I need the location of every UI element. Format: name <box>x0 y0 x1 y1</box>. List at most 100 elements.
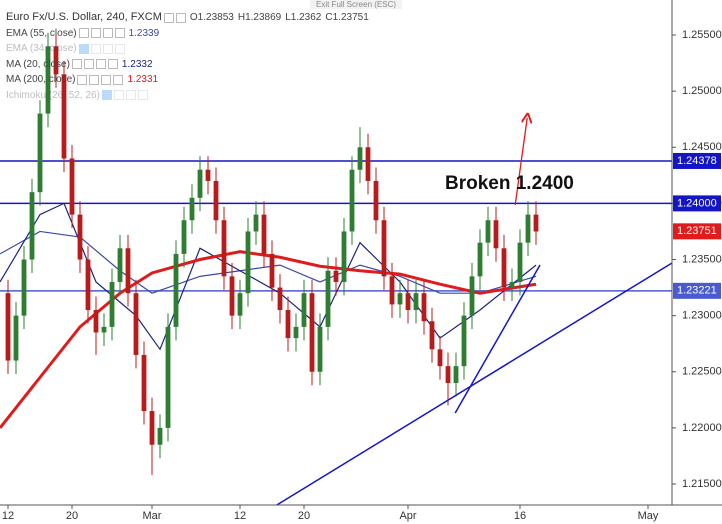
candle-body <box>149 411 155 445</box>
candle-body <box>517 242 523 282</box>
candle-body <box>213 180 219 221</box>
indicator-name: MA (200, close) <box>6 74 76 85</box>
icon[interactable] <box>114 43 125 54</box>
candle-body <box>501 248 507 288</box>
candle-body <box>533 214 539 232</box>
candle-body <box>277 287 283 311</box>
candle-body <box>269 253 275 288</box>
indicator-line <box>0 202 537 351</box>
icon[interactable] <box>163 12 174 23</box>
x-tick-label: 20 <box>298 510 310 522</box>
y-tick-label: 1.21500 <box>682 478 722 490</box>
x-tick-label: 20 <box>66 510 78 522</box>
icon[interactable] <box>78 28 89 39</box>
icon[interactable] <box>107 59 118 70</box>
price-tag <box>673 223 721 240</box>
indicator-value: 1.2339 <box>128 27 160 39</box>
candle-body <box>13 315 19 361</box>
candle-body <box>365 147 371 181</box>
icon[interactable] <box>90 43 101 54</box>
icon[interactable] <box>101 74 112 85</box>
ohlc-value: 1.23869 <box>245 12 282 23</box>
candle-body <box>197 169 203 198</box>
candle-body <box>477 242 483 277</box>
candle-body <box>445 366 451 383</box>
exit-fullscreen[interactable]: Exit Full Screen (ESC) <box>310 0 403 9</box>
ohlc-label: H <box>237 12 246 23</box>
indicator-row: MA (200, close) 1.2331 <box>6 72 373 88</box>
candle-body <box>21 259 27 316</box>
y-tick-label: 1.22500 <box>682 366 722 378</box>
icon[interactable] <box>71 59 82 70</box>
icon[interactable] <box>95 59 106 70</box>
candle-body <box>421 293 427 322</box>
icon[interactable] <box>78 43 89 54</box>
y-tick-label: 1.23500 <box>682 253 722 265</box>
icon[interactable] <box>137 90 148 101</box>
x-tick-label: May <box>638 510 659 522</box>
ohlc-label: L <box>285 12 291 23</box>
ohlc-value: 1.23751 <box>332 12 369 23</box>
candle-body <box>133 293 139 355</box>
indicator-row: EMA (34, close) <box>6 41 373 57</box>
icon[interactable] <box>114 28 125 39</box>
ohlc-label: C <box>325 12 333 23</box>
icon[interactable] <box>175 12 186 23</box>
candle-body <box>493 220 499 249</box>
candle-body <box>373 180 379 221</box>
candle-body <box>453 366 459 383</box>
candle-body <box>405 293 411 311</box>
candle-body <box>429 321 435 350</box>
indicator-row: Ichimoku (26, 52, 26) <box>6 88 373 104</box>
candle-body <box>485 220 491 243</box>
candle-body <box>77 214 83 260</box>
y-tick-label: 1.23000 <box>682 310 722 322</box>
icon[interactable] <box>77 74 88 85</box>
icon[interactable] <box>89 74 100 85</box>
candle-body <box>461 315 467 367</box>
icon[interactable] <box>83 59 94 70</box>
icon[interactable] <box>113 74 124 85</box>
candle-body <box>245 231 251 294</box>
candle-body <box>61 74 67 159</box>
candle-body <box>325 270 331 327</box>
candle-body <box>397 293 403 305</box>
y-tick-label: 1.25000 <box>682 85 722 97</box>
price-tag-label: 1.23221 <box>677 285 717 297</box>
ohlc: O1.23853 H1.23869 L1.2362 C1.23751 <box>190 10 373 26</box>
icon[interactable] <box>90 28 101 39</box>
candle-body <box>5 293 11 361</box>
candle-body <box>237 293 243 316</box>
indicator-name: EMA (55, close) <box>6 27 77 39</box>
price-tag <box>673 195 721 212</box>
icon[interactable] <box>102 28 113 39</box>
candle-body <box>125 248 131 294</box>
candle-body <box>117 248 123 282</box>
candle-body <box>341 231 347 282</box>
price-tag-label: 1.24378 <box>677 155 717 167</box>
indicator-line <box>0 250 537 429</box>
indicator-name: MA (20, close) <box>6 58 70 70</box>
candle-body <box>317 326 323 372</box>
candle-body <box>413 293 419 311</box>
candle-body <box>357 147 363 170</box>
icon[interactable] <box>125 90 136 101</box>
candle-body <box>157 427 163 445</box>
candle-body <box>29 192 35 260</box>
x-tick-label: Mar <box>143 510 162 522</box>
arrow <box>514 118 527 206</box>
indicator-value: 1.2332 <box>121 58 153 70</box>
candle-body <box>525 214 531 243</box>
candle-body <box>189 197 195 221</box>
candle-body <box>141 354 147 412</box>
candle-body <box>349 169 355 232</box>
icon[interactable] <box>102 43 113 54</box>
candle-body <box>293 326 299 339</box>
price-tag-label: 1.23751 <box>677 225 717 237</box>
candle-body <box>509 281 515 288</box>
icon[interactable] <box>113 90 124 101</box>
candle-body <box>301 293 307 327</box>
icon[interactable] <box>101 90 112 101</box>
candle-body <box>381 220 387 277</box>
